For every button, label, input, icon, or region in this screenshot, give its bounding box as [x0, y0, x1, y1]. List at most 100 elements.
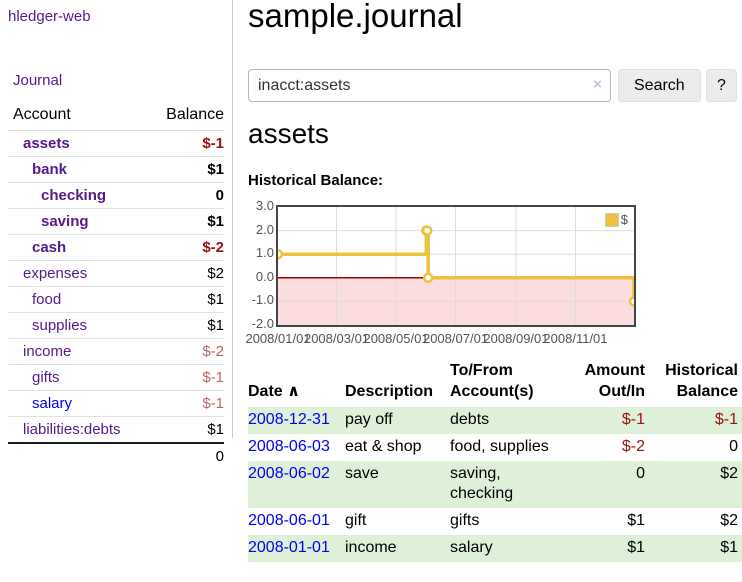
register-col-date[interactable]: Date ∧: [248, 383, 301, 400]
y-tick-label: 2.0: [255, 221, 274, 237]
account-link[interactable]: assets: [23, 135, 70, 152]
x-tick-label: 2008/11/01: [543, 331, 608, 346]
y-tick-label: 3.0: [255, 198, 274, 213]
register-col-balance: Historical Balance: [665, 362, 738, 400]
account-balance: 0: [215, 187, 224, 204]
account-row: liabilities:debts $1: [8, 417, 224, 442]
account-balance: $-2: [202, 239, 224, 256]
register-date-link[interactable]: 2008-12-31: [248, 411, 330, 428]
register-date-link[interactable]: 2008-01-01: [248, 539, 330, 556]
register-row: 2008-06-01 gift gifts $1 $2: [248, 508, 742, 535]
y-tick-label: 1.0: [255, 245, 274, 261]
register-row: 2008-01-01 income salary $1 $1: [248, 535, 742, 562]
sort-asc-icon: ∧: [287, 383, 301, 400]
sidebar: hledger-web Journal Account Balance asse…: [0, 0, 233, 465]
register-accounts: food, supplies: [450, 438, 549, 455]
help-button[interactable]: ?: [706, 69, 737, 102]
register-date-link[interactable]: 2008-06-03: [248, 438, 330, 455]
register-row: 2008-06-03 eat & shop food, supplies $-2 0: [248, 434, 742, 461]
legend-swatch-icon: [604, 212, 619, 227]
chart-title: Historical Balance:: [248, 172, 384, 189]
register-balance: $-1: [645, 407, 742, 434]
brand-link[interactable]: hledger-web: [8, 8, 91, 25]
register-description: income: [345, 535, 450, 562]
x-tick-label: 2008/03/01: [303, 331, 370, 346]
account-balance: $2: [207, 265, 224, 282]
register-amount: 0: [563, 461, 645, 508]
register-col-accounts: To/From Account(s): [450, 362, 534, 400]
account-heading: assets: [248, 118, 329, 149]
account-balance: $1: [207, 213, 224, 230]
accounts-table-header: Account Balance: [8, 106, 224, 131]
accounts-table: Account Balance assets $-1 bank $1 checking 0…: [8, 106, 224, 469]
historical-balance-chart: 3.0 2.0 1.0 0.0 -1.0 -2.0 $ 2008/01/01 2008/03…: [245, 198, 742, 347]
account-link[interactable]: checking: [41, 187, 107, 204]
account-balance: $1: [207, 317, 224, 334]
account-row: assets $-1: [8, 131, 224, 157]
account-link[interactable]: food: [32, 291, 62, 308]
register-amount: $-1: [563, 407, 645, 434]
account-row: cash $-2: [8, 235, 224, 261]
y-tick-label: -1.0: [251, 292, 274, 308]
account-row: expenses $2: [8, 261, 224, 287]
account-link[interactable]: income: [23, 343, 72, 360]
x-tick-label: 2008/01/01: [245, 331, 311, 346]
accounts-total-row: 0: [8, 442, 224, 469]
account-link[interactable]: salary: [32, 395, 73, 412]
chart-legend: $: [601, 210, 631, 229]
account-link[interactable]: bank: [32, 161, 68, 178]
account-balance: $-1: [202, 135, 224, 152]
register-date-link[interactable]: 2008-06-02: [248, 465, 330, 482]
accounts-col-balance: Balance: [166, 106, 224, 123]
register-description: save: [345, 461, 450, 508]
account-row: bank $1: [8, 157, 224, 183]
account-row: supplies $1: [8, 313, 224, 339]
register-accounts: salary: [450, 535, 563, 562]
account-link[interactable]: liabilities:debts: [23, 421, 121, 438]
account-link[interactable]: cash: [32, 239, 67, 256]
clear-search-icon[interactable]: ×: [593, 76, 602, 93]
account-balance: $-1: [202, 369, 224, 386]
register-amount: $-2: [621, 438, 645, 455]
y-tick-label: 0.0: [255, 268, 274, 284]
account-link[interactable]: saving: [41, 213, 89, 230]
x-tick-label: 2008/07/01: [422, 331, 489, 346]
account-row: food $1: [8, 287, 224, 313]
account-row: salary $-1: [8, 391, 224, 417]
search-button[interactable]: Search: [618, 69, 701, 102]
register-accounts: saving, checking: [450, 461, 563, 508]
register-col-description: Description: [345, 383, 434, 400]
register-balance: $2: [645, 461, 742, 508]
account-link[interactable]: expenses: [23, 265, 88, 282]
register-balance: $1: [645, 535, 742, 562]
account-link[interactable]: gifts: [32, 369, 60, 386]
x-tick-label: 2008/09/01: [483, 331, 549, 346]
account-balance: $-2: [202, 343, 224, 360]
register-amount: $1: [627, 512, 645, 529]
account-row: checking 0: [8, 183, 224, 209]
register-row: 2008-06-02 save saving, checking 0 $2: [248, 461, 742, 508]
register-table: Date ∧ Description To/From Account(s) Am…: [248, 360, 742, 562]
search-box: ×: [248, 69, 611, 102]
register-description: pay off: [345, 407, 450, 434]
legend-label: $: [620, 212, 628, 227]
register-accounts: debts: [450, 407, 563, 434]
account-row: gifts $-1: [8, 365, 224, 391]
account-link[interactable]: supplies: [32, 317, 88, 334]
account-balance: $1: [207, 421, 224, 438]
sidebar-item-journal[interactable]: Journal: [13, 72, 63, 89]
register-balance: $2: [720, 512, 738, 529]
x-tick-label: 2008/05/01: [363, 331, 429, 346]
account-row: saving $1: [8, 209, 224, 235]
register-date-link[interactable]: 2008-06-01: [248, 512, 330, 529]
register-col-amount: Amount Out/In: [584, 362, 645, 400]
register-row: 2008-12-31 pay off debts $-1 $-1: [248, 407, 742, 434]
register-balance: 0: [729, 438, 738, 455]
chart-plot-area: $: [276, 205, 636, 327]
account-balance: $-1: [202, 395, 224, 412]
register-description: gift: [345, 512, 367, 529]
y-tick-label: -2.0: [251, 316, 274, 331]
search-input[interactable]: [248, 69, 611, 102]
account-balance: $1: [207, 161, 224, 178]
